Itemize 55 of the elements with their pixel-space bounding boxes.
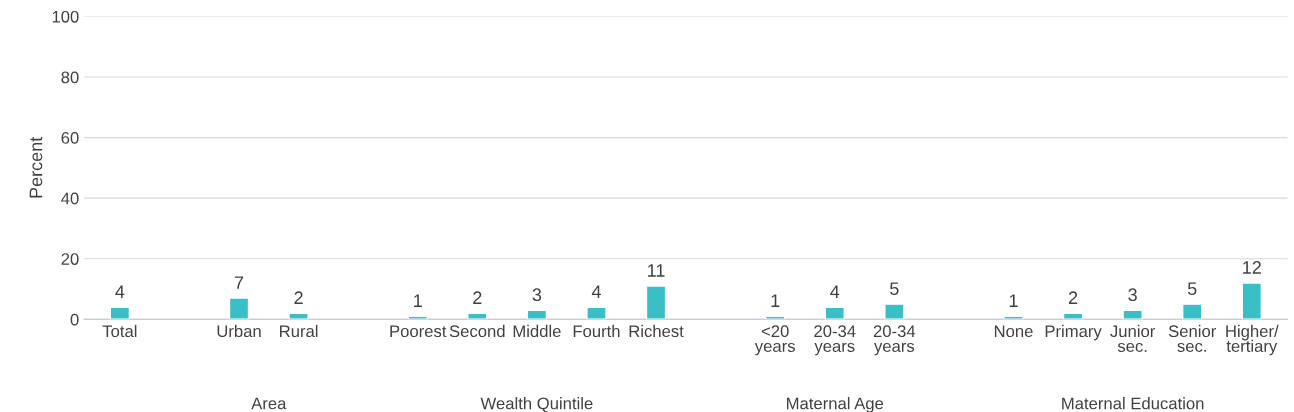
data-label: 1: [1009, 294, 1018, 307]
y-tick-label: 100: [52, 10, 79, 23]
text: Area: [251, 397, 287, 410]
data-label: 5: [1187, 282, 1197, 296]
data-label: 4: [115, 285, 125, 298]
data-label: 11: [648, 264, 665, 277]
x-tick-label: Second: [449, 324, 505, 338]
bar: [586, 306, 607, 320]
data-label: 2: [294, 291, 303, 304]
x-tick-label: <20 years: [754, 325, 795, 356]
text: Maternal Education: [1062, 397, 1204, 410]
y-axis-title: Percent: [29, 136, 43, 198]
data-label: 3: [532, 288, 542, 302]
x-tick-label: Richest: [629, 324, 684, 338]
data-label: 1: [771, 294, 780, 307]
data-label: 2: [1068, 291, 1078, 304]
bar: [109, 306, 131, 320]
y-tick-label: 60: [61, 132, 79, 144]
data-label: 12: [1243, 261, 1261, 274]
y-tick-label: 20: [61, 253, 79, 265]
x-tick-label: Senior sec.: [1168, 324, 1217, 353]
bar: [228, 297, 250, 320]
x-tick-label: Primary: [1045, 324, 1102, 341]
bar: [1181, 303, 1203, 320]
x-tick-label: Junior sec.: [1110, 324, 1156, 353]
x-tick-label: Rural: [280, 324, 318, 338]
y-tick-label: 40: [61, 192, 79, 205]
data-label: 2: [473, 291, 482, 304]
bar: [1241, 282, 1263, 320]
x-tick-label: Middle: [513, 324, 561, 338]
bar: [288, 312, 309, 320]
x-tick-label: Total: [102, 324, 137, 338]
data-label: 4: [591, 285, 601, 298]
data-label: 7: [234, 276, 244, 289]
x-tick-label: 20-34 years: [873, 325, 916, 356]
data-label: 1: [414, 294, 422, 307]
bar: [1122, 309, 1143, 320]
x-tick-label: None: [994, 325, 1033, 338]
bar: [645, 285, 667, 320]
text: Maternal Age: [787, 397, 884, 412]
text: Wealth Quintile: [480, 397, 593, 412]
bar: [526, 309, 548, 320]
x-tick-label: Higher/ tertiary: [1226, 324, 1279, 356]
bar: [467, 312, 488, 320]
x-tick-label: Poorest: [390, 325, 447, 338]
bar: [884, 303, 905, 320]
data-label: 4: [830, 285, 840, 298]
x-tick-label: Urban: [217, 324, 261, 338]
data-label: 5: [890, 282, 899, 296]
x-tick-label: 20-34 years: [814, 325, 856, 356]
data-label: 3: [1128, 288, 1137, 302]
x-tick-label: Fourth: [573, 324, 620, 338]
bar: [824, 306, 845, 320]
y-tick-label: 0: [70, 313, 79, 326]
y-tick-label: 80: [61, 71, 79, 84]
